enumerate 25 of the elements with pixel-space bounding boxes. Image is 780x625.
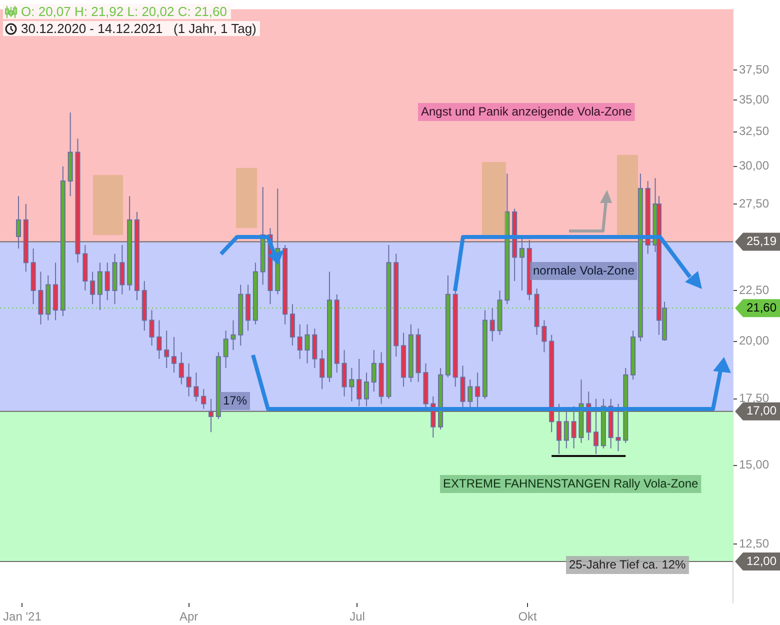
- x-tick-label: Jan '21: [3, 610, 42, 624]
- x-tick-label: Okt: [518, 610, 538, 624]
- y-tick-label: 37,50: [739, 62, 770, 77]
- y-tick-label: 17,50: [739, 391, 770, 406]
- annotation: 17%: [223, 393, 248, 408]
- y-tick-label: 12,50: [739, 536, 770, 550]
- y-tick-label: 27,50: [739, 196, 770, 210]
- chart-title: O: 20,07 H: 21,92 L: 20,02 C: 21,60: [21, 4, 227, 19]
- y-tick-label: 15,00: [739, 458, 770, 472]
- annotation: Angst und Panik anzeigende Vola-Zone: [421, 104, 632, 118]
- annotation: EXTREME FAHNENSTANGEN Rally Vola-Zone: [443, 476, 698, 490]
- ref-line-label: 25,19: [746, 234, 777, 248]
- y-tick-label: 30,00: [739, 158, 770, 173]
- x-tick-label: Apr: [179, 610, 198, 624]
- ref-line-label: 17,00: [746, 404, 777, 418]
- annotation: 25-Jahre Tief ca. 12%: [569, 557, 686, 572]
- y-tick-label: 20,00: [739, 334, 770, 348]
- ref-line-label: 12,00: [746, 554, 777, 568]
- y-tick-label: 22,50: [739, 282, 770, 297]
- ref-line-label: 21,60: [746, 300, 777, 314]
- text: 30.12.2020 - 14.12.2021 (1 Jahr, 1 Tag): [21, 21, 256, 36]
- x-tick-label: Jul: [350, 610, 365, 624]
- y-tick-label: 35,00: [739, 92, 770, 106]
- annotation: normale Vola-Zone: [533, 263, 635, 278]
- y-tick-label: 32,50: [739, 124, 770, 138]
